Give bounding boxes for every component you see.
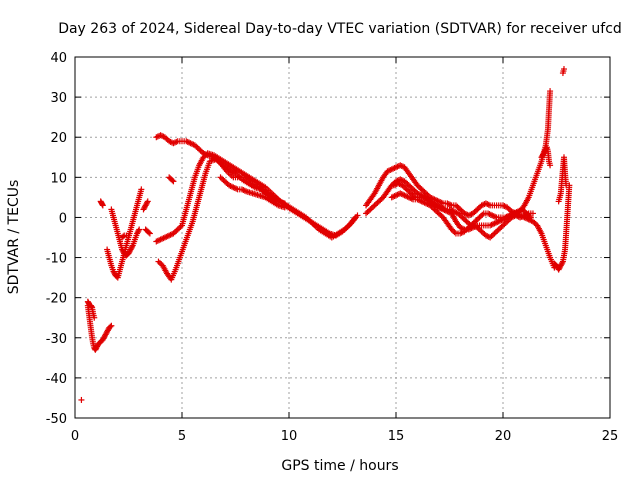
x-tick-label: 5 — [178, 429, 186, 444]
y-tick-labels: -50 -40 -30 -20 -10 0 10 20 30 40 — [46, 51, 67, 427]
data-point — [129, 243, 136, 250]
x-tick-label: 0 — [71, 429, 79, 444]
data-point — [135, 227, 142, 234]
data-point — [99, 202, 106, 209]
y-tick-label: 20 — [50, 131, 67, 146]
data-point — [559, 259, 566, 266]
data-point — [281, 204, 288, 211]
data-point — [527, 214, 534, 221]
chart-title: Day 263 of 2024, Sidereal Day-to-day VTE… — [58, 21, 622, 37]
data-point — [146, 230, 153, 237]
y-tick-label: -40 — [46, 372, 67, 387]
x-tick-label: 20 — [495, 429, 512, 444]
data-point — [485, 201, 492, 208]
data-point — [91, 314, 98, 321]
data-point — [154, 133, 161, 140]
data-point — [354, 212, 361, 219]
data-point — [108, 322, 115, 329]
data-point — [138, 186, 145, 193]
data-point — [398, 162, 405, 169]
data-point — [170, 178, 177, 185]
x-axis-label: GPS time / hours — [281, 458, 398, 474]
y-tick-label: 30 — [50, 91, 67, 106]
data-point — [125, 232, 132, 239]
data-point — [560, 66, 567, 73]
data-point — [547, 162, 554, 169]
data-points — [78, 66, 573, 403]
data-point — [169, 177, 176, 184]
plot-frame — [74, 56, 611, 419]
x-tick-label: 25 — [602, 429, 619, 444]
y-axis-label: SDTVAR / TECUs — [6, 180, 22, 295]
data-point — [78, 396, 85, 403]
data-point — [445, 201, 452, 208]
data-point — [144, 198, 151, 205]
data-point — [107, 323, 114, 330]
axis-ticks — [74, 56, 611, 419]
data-point — [447, 201, 454, 208]
data-point — [136, 226, 143, 233]
x-tick-label: 15 — [388, 429, 405, 444]
y-tick-label: 40 — [50, 51, 67, 66]
y-tick-label: 0 — [59, 211, 67, 226]
data-point — [529, 210, 536, 217]
data-point — [173, 138, 180, 145]
y-tick-label: 10 — [50, 171, 67, 186]
data-point — [120, 233, 127, 240]
y-tick-label: -10 — [46, 252, 67, 267]
x-tick-labels: 0 5 10 15 20 25 — [71, 429, 618, 444]
grid-lines — [75, 57, 610, 418]
y-tick-label: -20 — [46, 292, 67, 307]
y-tick-label: -50 — [46, 412, 67, 427]
data-point — [144, 199, 151, 206]
data-point — [563, 182, 570, 189]
data-point — [171, 139, 178, 146]
y-tick-label: -30 — [46, 332, 67, 347]
x-tick-label: 10 — [281, 429, 298, 444]
data-point — [145, 229, 152, 236]
data-point — [547, 88, 554, 95]
data-point — [484, 201, 491, 208]
